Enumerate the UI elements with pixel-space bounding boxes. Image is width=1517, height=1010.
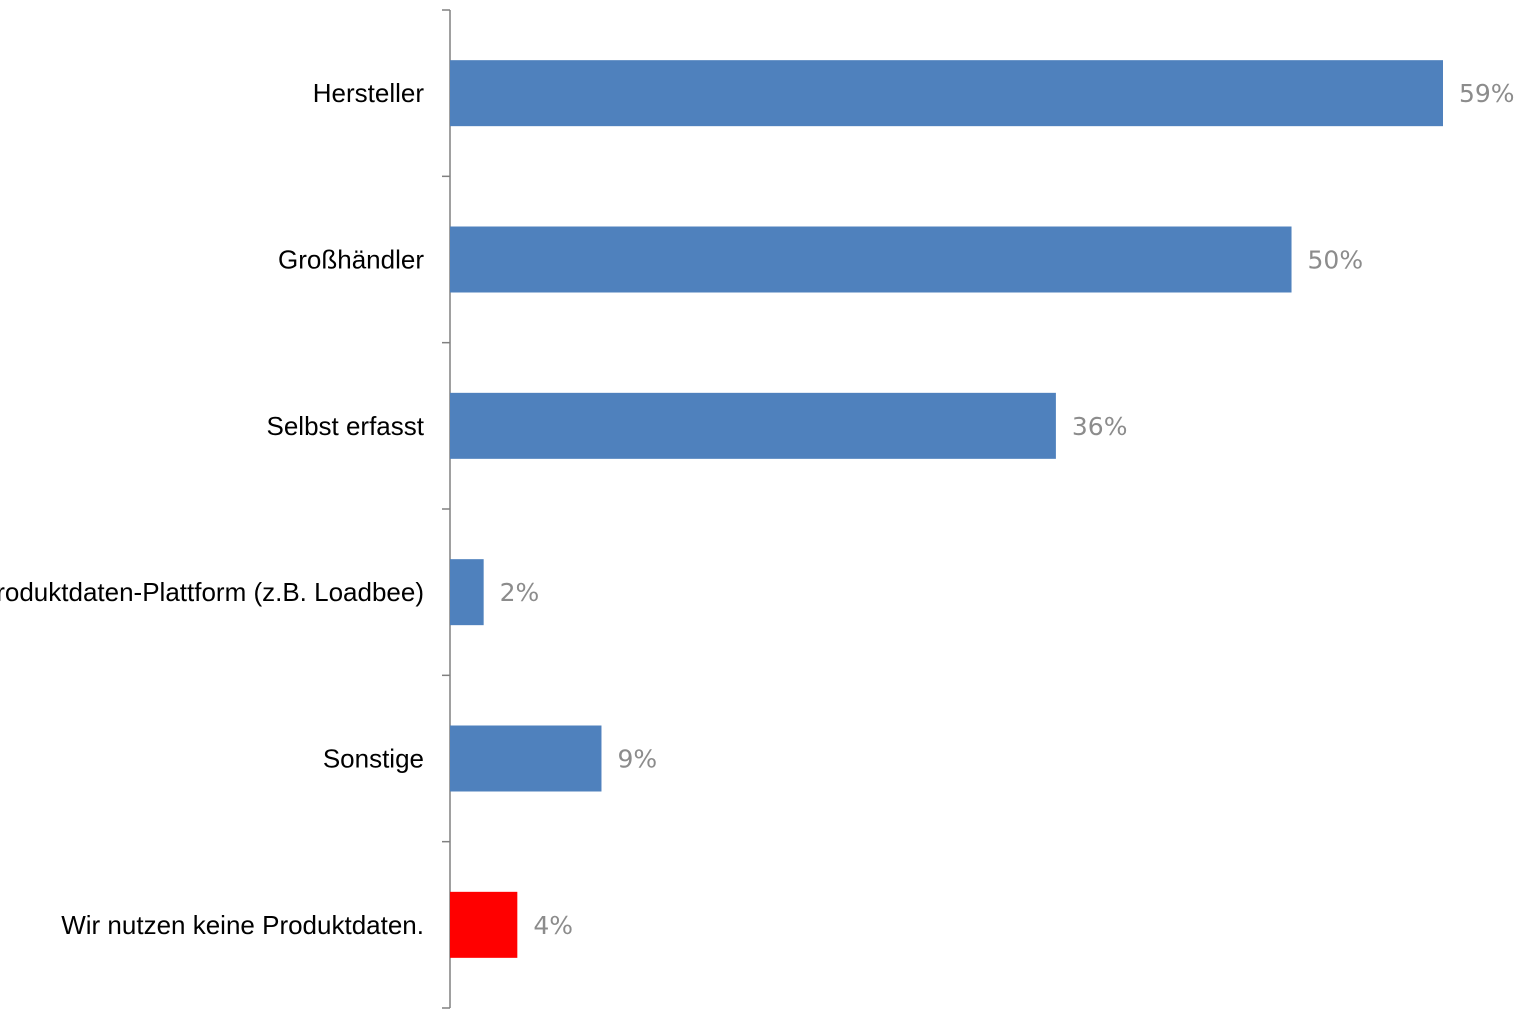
bar-5 xyxy=(450,891,518,958)
category-label-1: Großhändler xyxy=(278,245,424,275)
category-label-5: Wir nutzen keine Produktdaten. xyxy=(61,910,424,940)
value-label-1: 50% xyxy=(1308,246,1364,275)
axis-ticks xyxy=(442,9,450,1009)
value-label-4: 9% xyxy=(617,745,657,774)
value-label-0: 59% xyxy=(1459,79,1515,108)
value-label-5: 4% xyxy=(533,911,573,940)
bars xyxy=(450,60,1443,958)
value-label-2: 36% xyxy=(1072,412,1128,441)
bar-2 xyxy=(450,392,1056,459)
category-labels: Hersteller Großhändler Selbst erfasst Produ… xyxy=(0,78,425,940)
category-label-4: Sonstige xyxy=(323,744,424,774)
bar-1 xyxy=(450,226,1292,293)
value-label-3: 2% xyxy=(500,578,540,607)
bar-0 xyxy=(450,60,1443,127)
bar-3 xyxy=(450,559,484,626)
category-label-2: Selbst erfasst xyxy=(266,411,424,441)
bar-4 xyxy=(450,725,602,792)
category-label-3: Produktdaten-Plattform (z.B. Loadbee) xyxy=(0,577,424,607)
value-labels: 59% 50% 36% 2% 9% 4% xyxy=(500,79,1515,940)
category-label-0: Hersteller xyxy=(313,78,425,108)
